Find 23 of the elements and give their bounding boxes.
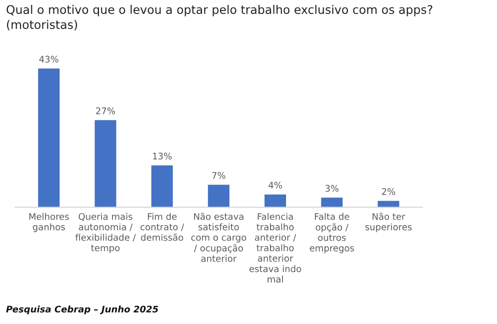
bar xyxy=(94,120,116,208)
data-label: 13% xyxy=(153,152,172,160)
x-tick-label: Melhores ganhos xyxy=(29,212,69,232)
bar xyxy=(38,68,60,208)
chart-title: Qual o motivo que o levou a optar pelo trabalho exclusivo com os apps? (motoristas) xyxy=(6,4,432,30)
x-tick-label: Falencia trabalho anterior / trabalho anterior estava indo mal xyxy=(250,212,302,283)
bar xyxy=(208,184,230,208)
data-label: 4% xyxy=(268,182,282,189)
bar xyxy=(378,200,400,208)
data-label: 27% xyxy=(96,107,116,114)
data-label: 2% xyxy=(382,188,396,195)
x-tick-label: Fim de contrato / demissão xyxy=(140,212,184,241)
bar xyxy=(151,165,173,208)
x-tick-label: Não estava satisfeito com o cargo / ocupação anterior xyxy=(191,212,246,262)
data-label: 7% xyxy=(212,172,226,179)
data-label: 3% xyxy=(325,184,339,192)
bar xyxy=(264,194,286,208)
x-tick-label: Falta de opção / outros empregos xyxy=(310,212,354,254)
x-tick-label: Queria mais autonomia / flexibilidade / tempo xyxy=(75,212,136,254)
data-label: 43% xyxy=(39,56,58,63)
bar xyxy=(321,198,343,208)
text: Pesquisa Cebrap – Junho 2025 xyxy=(6,306,158,314)
x-tick-label: Não ter superiores xyxy=(365,212,412,232)
